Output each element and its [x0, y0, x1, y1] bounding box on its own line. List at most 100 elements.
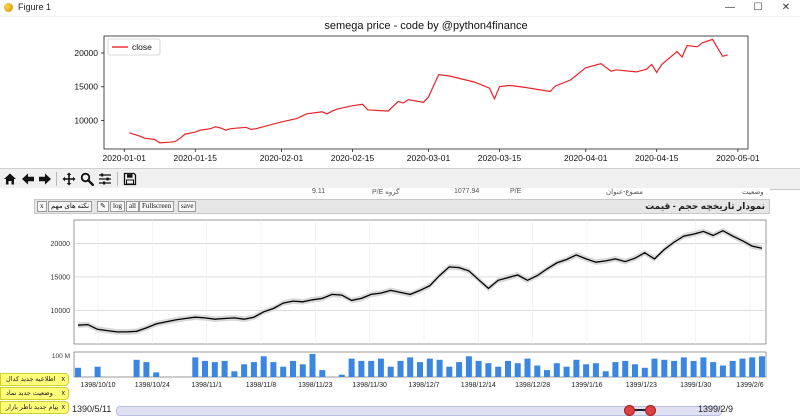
- volume-bar: [729, 360, 736, 377]
- zoom-icon[interactable]: [79, 171, 95, 187]
- subplots-config-icon[interactable]: [97, 171, 113, 187]
- volume-bar: [739, 358, 746, 377]
- range-start-label: 1390/5/11: [72, 404, 112, 414]
- app-icon: [4, 3, 13, 12]
- chart-close-button[interactable]: x: [37, 201, 47, 212]
- price-line: [77, 229, 763, 333]
- x-tick-label: 2020-04-01: [564, 153, 608, 163]
- close-button[interactable]: ✕: [781, 2, 791, 13]
- range-start-handle[interactable]: [623, 405, 635, 416]
- market-supervisor-notification[interactable]: پیام جدید ناظر بازار x: [0, 401, 69, 414]
- volume-bar: [456, 362, 463, 378]
- close-icon[interactable]: x: [61, 376, 66, 383]
- volume-bar: [270, 362, 277, 378]
- save-chart-button[interactable]: save: [178, 201, 197, 212]
- close-icon[interactable]: x: [61, 390, 66, 397]
- pe-value: 1077.94: [454, 188, 480, 195]
- volume-bar: [641, 367, 648, 377]
- volume-bar: [553, 363, 560, 377]
- group-pe-label: P/E گروه: [372, 189, 400, 196]
- date-tick-label: 1398/12/14: [461, 382, 496, 389]
- price-volume-chart: 10000 15000 20000 100 M 1398/10/10 1398/10/24…: [51, 219, 767, 389]
- window-title-bar: Figure 1 — ☐ ✕: [0, 0, 800, 17]
- volume-bar: [299, 364, 306, 377]
- group-pe-value: 9.11: [312, 188, 326, 195]
- volume-bar: [387, 366, 394, 377]
- legend-label: close: [132, 42, 152, 52]
- date-tick-label: 1398/10/10: [80, 382, 115, 389]
- all-range-button[interactable]: all: [126, 201, 139, 212]
- notification-text: وضعیت جدید نماد: [6, 390, 53, 397]
- volume-bar: [426, 358, 433, 377]
- pe-label: P/E: [510, 188, 522, 195]
- price-axis-label: 15000: [51, 274, 71, 281]
- date-range-slider[interactable]: 1390/5/11 1399/2/9: [30, 402, 770, 418]
- volume-bar: [671, 360, 678, 377]
- volume-bar: [250, 362, 257, 378]
- volume-bar: [143, 362, 150, 378]
- volume-bar: [260, 356, 267, 377]
- codal-announcement-notification[interactable]: اطلاعیه جدید کدال x: [0, 373, 69, 386]
- save-icon[interactable]: [122, 171, 138, 187]
- x-tick-label: 2020-01-15: [174, 153, 218, 163]
- status-heading: مصوع-عنوان: [606, 189, 643, 196]
- date-tick-label: 1398/11/30: [352, 382, 387, 389]
- close-price-chart: semega price - code by @python4finance 20…: [74, 20, 760, 163]
- volume-bar: [514, 363, 521, 377]
- back-arrow-icon[interactable]: [20, 171, 36, 187]
- close-price-line: [129, 38, 728, 144]
- volume-axis-label: 100 M: [52, 353, 70, 360]
- volume-bar: [368, 360, 375, 377]
- x-tick-label: 2020-02-01: [260, 153, 304, 163]
- range-track[interactable]: [116, 406, 722, 416]
- date-tick-label: 1398/12/28: [515, 382, 550, 389]
- chart-title: semega price - code by @python4finance: [324, 20, 527, 32]
- volume-bar: [348, 358, 355, 377]
- volume-bar: [221, 360, 228, 377]
- volume-bar: [612, 362, 619, 378]
- date-tick-label: 1399/1/16: [571, 382, 602, 389]
- forward-arrow-icon[interactable]: [37, 171, 53, 187]
- home-icon[interactable]: [2, 171, 18, 187]
- volume-bar: [602, 371, 609, 378]
- volume-bar: [338, 374, 345, 377]
- notification-text: اطلاعیه جدید کدال: [6, 376, 56, 383]
- volume-bar: [680, 357, 687, 377]
- fullscreen-button[interactable]: Fullscreen: [139, 201, 175, 212]
- date-tick-label: 1399/1/30: [680, 382, 711, 389]
- volume-bar: [192, 357, 199, 377]
- important-points-button[interactable]: نکته های مهم: [48, 201, 93, 212]
- volume-bar: [94, 366, 101, 377]
- volume-bar: [524, 358, 531, 377]
- date-tick-label: 1399/1/23: [626, 382, 657, 389]
- volume-bar: [632, 364, 638, 377]
- date-tick-label: 1398/11/23: [298, 382, 333, 389]
- price-plot-area: [73, 219, 767, 345]
- plot-frame: [103, 35, 749, 150]
- edit-icon[interactable]: ✎: [97, 201, 109, 212]
- x-tick-label: 2020-02-15: [331, 153, 375, 163]
- chart-title: نمودار تاریخچه حجم - قیمت: [645, 201, 765, 211]
- window-title: Figure 1: [18, 2, 52, 12]
- range-selection[interactable]: [628, 409, 650, 411]
- symbol-status-notification[interactable]: وضعیت جدید نماد x: [0, 387, 69, 400]
- volume-bar: [700, 357, 707, 377]
- volume-bar: [544, 370, 550, 377]
- volume-bar: [583, 364, 590, 377]
- minimize-button[interactable]: —: [725, 2, 735, 13]
- range-end-handle[interactable]: [644, 405, 656, 416]
- log-scale-button[interactable]: log: [110, 201, 125, 212]
- matplotlib-figure: semega price - code by @python4finance 20…: [0, 16, 800, 168]
- volume-bar: [622, 360, 629, 377]
- date-tick-label: 1399/2/6: [736, 382, 763, 389]
- close-icon[interactable]: x: [61, 404, 66, 411]
- x-tick-label: 2020-05-01: [716, 153, 760, 163]
- volume-bar: [133, 359, 140, 378]
- volume-bar: [241, 364, 248, 377]
- volume-bar: [505, 360, 511, 377]
- date-tick-label: 1398/10/24: [135, 382, 170, 389]
- pan-icon[interactable]: [61, 171, 77, 187]
- volume-bar: [475, 360, 482, 377]
- maximize-button[interactable]: ☐: [753, 2, 763, 13]
- volume-bar: [719, 365, 726, 377]
